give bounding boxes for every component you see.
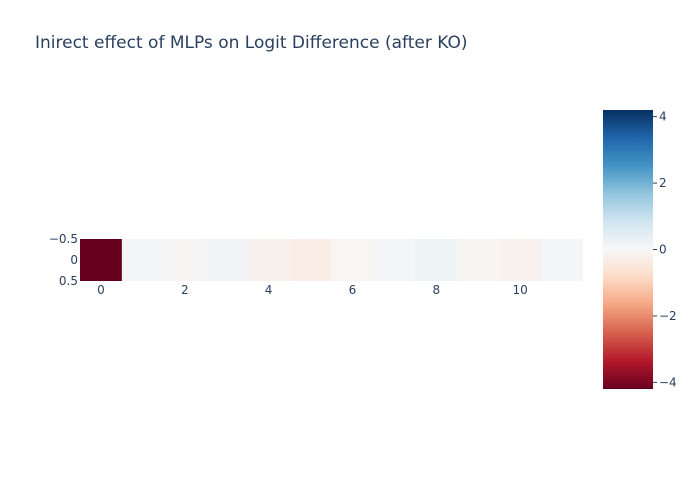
heatmap-cell — [373, 239, 416, 281]
x-tick-label: 10 — [512, 283, 527, 297]
y-tick-label: 0.5 — [59, 274, 78, 288]
heatmap-cells — [80, 239, 583, 281]
colorbar — [603, 110, 653, 389]
heatmap-cell — [80, 239, 122, 281]
x-tick-label: 6 — [349, 283, 357, 297]
x-tick-label: 0 — [97, 283, 105, 297]
heatmap-cell — [289, 239, 332, 281]
x-tick-label: 2 — [181, 283, 189, 297]
x-tick-label: 8 — [432, 283, 440, 297]
colorbar-ticks: 4 2 0 −2 −4 — [653, 110, 677, 389]
x-tick-label: 4 — [265, 283, 273, 297]
y-axis-ticks: −0.5 0 0.5 — [49, 232, 78, 288]
heatmap-cell — [415, 239, 458, 281]
heatmap-cell — [163, 239, 206, 281]
heatmap-cell — [121, 239, 164, 281]
x-axis-ticks: 0 2 4 6 8 10 — [97, 283, 528, 297]
heatmap-cell — [457, 239, 500, 281]
heatmap-cell — [331, 239, 374, 281]
colorbar-tick-label: −2 — [659, 309, 677, 323]
heatmap-cell — [247, 239, 290, 281]
colorbar-tick-label: 4 — [659, 110, 667, 124]
y-tick-label: 0 — [70, 253, 78, 267]
y-tick-label: −0.5 — [49, 232, 78, 246]
colorbar-tick-label: 2 — [659, 176, 667, 190]
heatmap-cell — [499, 239, 542, 281]
colorbar-tick-label: 0 — [659, 243, 667, 257]
chart-title: Inirect effect of MLPs on Logit Differen… — [35, 33, 468, 53]
heatmap-cell — [205, 239, 248, 281]
colorbar-tick-label: −4 — [659, 375, 677, 389]
heatmap-cell — [541, 239, 583, 281]
